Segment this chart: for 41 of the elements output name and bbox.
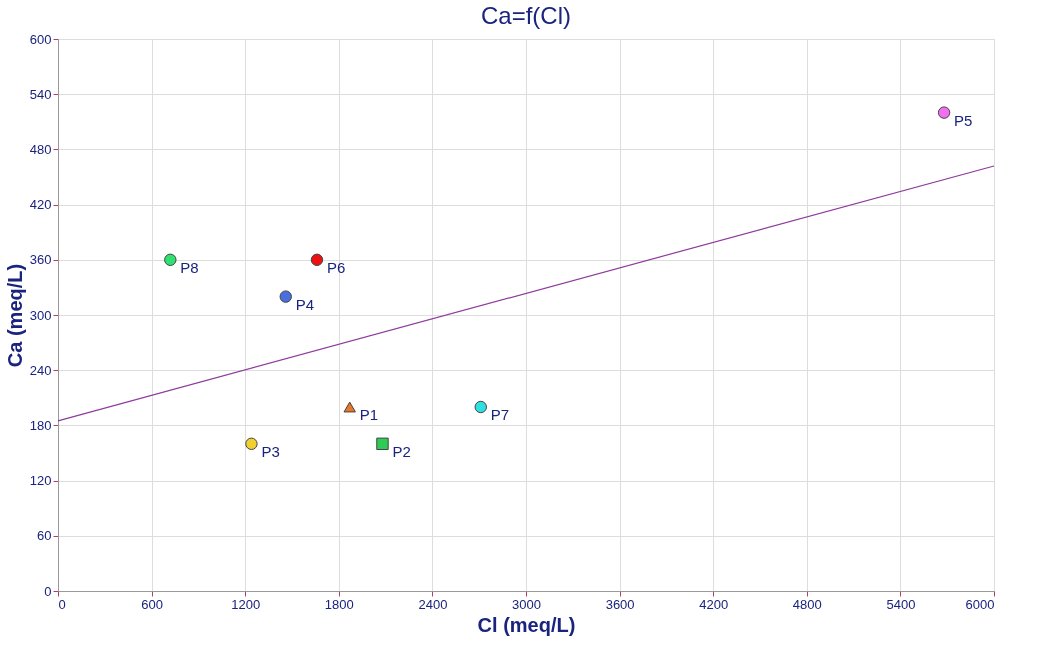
- series-label: P7: [490, 406, 510, 423]
- y-tick-label: 480: [29, 141, 52, 157]
- x-tick-label: 2400: [418, 596, 448, 612]
- x-tick-label: 1800: [324, 596, 354, 612]
- x-tick-label: 0: [58, 596, 66, 612]
- y-tick-label: 240: [29, 362, 52, 378]
- x-tick-label: 6000: [965, 596, 995, 612]
- series-label: P2: [392, 442, 411, 460]
- x-tick-label: 4200: [699, 596, 729, 612]
- y-axis-title: Ca (meq/L): [3, 263, 26, 368]
- x-axis-title: Cl (meq/L): [477, 613, 576, 636]
- series-label: P6: [326, 258, 346, 276]
- point: [376, 437, 389, 450]
- x-tick-label: 1200: [231, 596, 261, 612]
- series-label: P5: [954, 111, 973, 129]
- series-label: P8: [180, 258, 199, 276]
- chart-title: Ca=f(Cl): [480, 2, 572, 29]
- point: [279, 290, 292, 303]
- point: [343, 401, 356, 413]
- y-tick-label: 600: [29, 31, 52, 47]
- y-tick-label: 120: [29, 473, 52, 489]
- point: [245, 437, 258, 450]
- y-tick-label: 360: [29, 252, 52, 268]
- x-tick-label: 600: [141, 596, 163, 612]
- y-tick-label: 180: [29, 417, 52, 433]
- x-tick-label: 3600: [605, 596, 635, 612]
- x-tick-label: 3000: [512, 596, 541, 612]
- point: [474, 400, 487, 414]
- x-tick-label: 4800: [792, 596, 822, 612]
- series-label: P1: [359, 406, 379, 423]
- y-tick-label: 300: [29, 307, 52, 323]
- point: [310, 253, 324, 266]
- x-tick-label: 5400: [886, 596, 916, 612]
- y-tick-label: 0: [44, 583, 52, 599]
- series-label: P4: [295, 295, 315, 313]
- y-tick-label: 420: [29, 197, 52, 213]
- y-tick-label: 60: [37, 528, 52, 544]
- point: [164, 253, 177, 266]
- point: [937, 106, 951, 119]
- y-tick-label: 540: [29, 86, 52, 102]
- series-label: P3: [261, 442, 280, 460]
